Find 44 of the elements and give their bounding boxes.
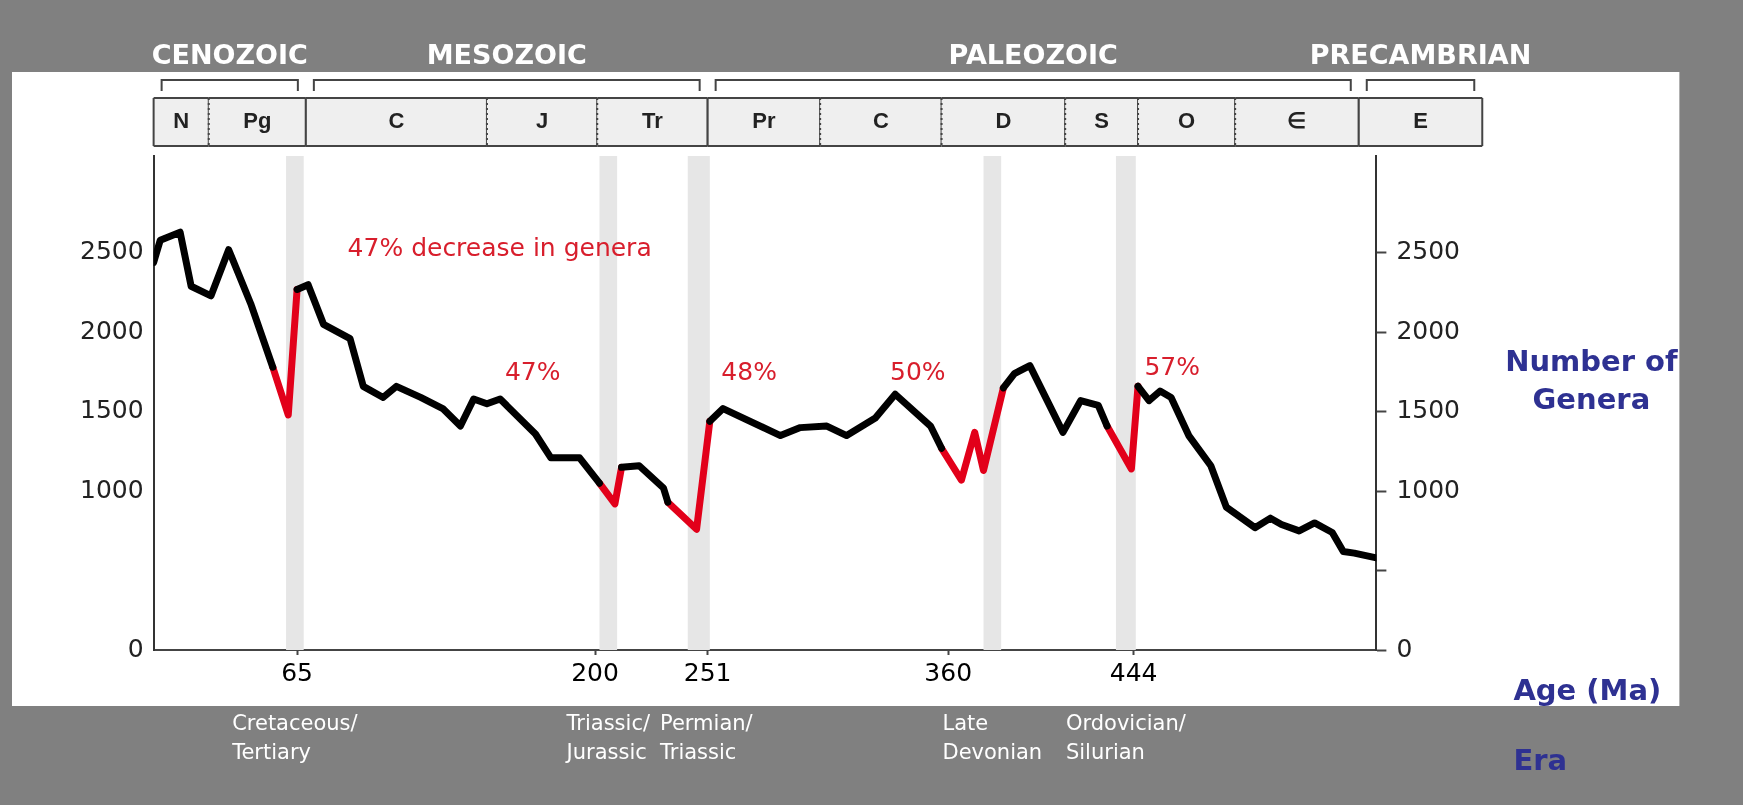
text: Permian/ Triassic — [659, 710, 754, 764]
text: Era — [1513, 742, 1568, 777]
text: C — [388, 108, 405, 134]
y2-axis-title: Number of Genera — [1505, 343, 1679, 416]
text: Pr — [752, 108, 776, 134]
x-axis-title: Age (Ma) — [1513, 672, 1662, 707]
y-tick-label: 0 — [127, 633, 144, 663]
y-tick-label: 1000 — [80, 474, 144, 504]
text: PALEOZOIC — [948, 39, 1118, 70]
annotation: 47% decrease in genera — [347, 233, 652, 263]
text: ∈ — [1287, 108, 1307, 134]
y-tick-label: 2000 — [80, 315, 144, 345]
text: E — [1413, 108, 1428, 134]
text: O — [1178, 108, 1196, 134]
text: C — [872, 108, 889, 134]
text: S — [1094, 108, 1109, 134]
x-tick-label: 200 — [571, 657, 619, 687]
text: PRECAMBRIAN — [1309, 39, 1532, 70]
x-tick-label: 360 — [924, 657, 973, 687]
x-tick-label: 444 — [1109, 657, 1158, 687]
text: CENOZOIC — [151, 39, 308, 70]
annotation: 50% — [890, 356, 946, 386]
annotation: 57% — [1144, 351, 1200, 381]
annotation: 48% — [721, 356, 777, 386]
text: Cretaceous/ Tertiary — [231, 710, 359, 764]
text: J — [535, 108, 549, 134]
text: MESOZOIC — [426, 39, 587, 70]
y2-tick-label: 2000 — [1396, 315, 1460, 345]
y2-tick-label: 0 — [1396, 633, 1413, 663]
text: N — [173, 108, 190, 134]
y2-tick-label: 2500 — [1396, 236, 1460, 266]
annotation: 47% — [504, 356, 561, 386]
text: D — [995, 108, 1012, 134]
text: Late Devonian — [942, 710, 1043, 764]
x-tick-label: 251 — [683, 657, 732, 687]
text: Triassic/ Jurassic — [564, 710, 651, 764]
y2-tick-label: 1000 — [1396, 474, 1460, 504]
text: Pg — [243, 108, 272, 134]
y-tick-label: 2500 — [80, 236, 144, 266]
y-tick-label: 1500 — [80, 395, 144, 425]
y2-tick-label: 1500 — [1396, 395, 1460, 425]
text: Ordovician/ Silurian — [1065, 710, 1187, 764]
text: Tr — [642, 108, 664, 134]
x-tick-label: 65 — [281, 657, 313, 687]
